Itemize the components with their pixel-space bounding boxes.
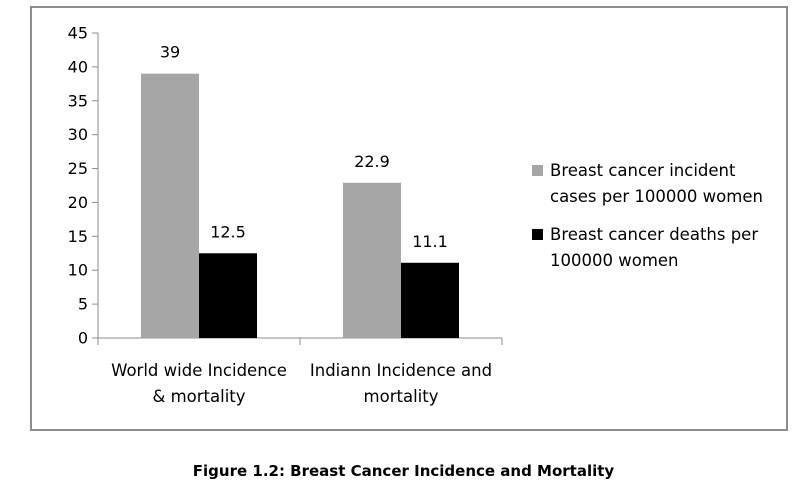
bar-series2-cat2	[401, 262, 459, 338]
y-tick-label: 10	[68, 261, 88, 280]
y-tick-label: 35	[68, 91, 88, 110]
legend-entry: Breast cancer incident	[550, 161, 736, 180]
data-label: 39	[160, 43, 180, 62]
y-tick-label: 15	[68, 227, 88, 246]
y-tick-label: 20	[68, 193, 88, 212]
y-tick-label: 25	[68, 159, 88, 178]
bar-series1-cat1	[141, 73, 199, 339]
data-label: 11.1	[412, 232, 448, 251]
legend-swatch	[532, 229, 543, 240]
legend-entry: cases per 100000 women	[550, 187, 763, 206]
legend-entry: 100000 women	[550, 251, 679, 270]
y-tick-label: 40	[68, 57, 88, 76]
figure-caption: Figure 1.2: Breast Cancer Incidence and …	[192, 462, 615, 480]
y-tick-label: 0	[78, 329, 88, 348]
data-label: 22.9	[354, 152, 390, 171]
bar-series1-cat2	[343, 182, 401, 338]
data-label: 12.5	[210, 222, 246, 241]
y-tick-label: 30	[68, 125, 88, 144]
bar-series2-cat1	[199, 253, 257, 338]
chart-frame: 0 5 10 15 20 25 30 35 40 45 39 12.5 World wide Incid…	[30, 6, 788, 431]
category-label: World wide Incidence	[111, 361, 287, 380]
category-label: Indiann Incidence and	[310, 361, 492, 380]
category-label: mortality	[364, 387, 439, 406]
legend-swatch	[532, 165, 543, 176]
y-tick-label: 5	[78, 295, 88, 314]
bar-chart: 0 5 10 15 20 25 30 35 40 45 39 12.5 World wide Incid…	[68, 24, 763, 407]
category-label: & mortality	[152, 387, 245, 406]
legend-entry: Breast cancer deaths per	[550, 225, 758, 244]
y-tick-label: 45	[68, 24, 88, 43]
